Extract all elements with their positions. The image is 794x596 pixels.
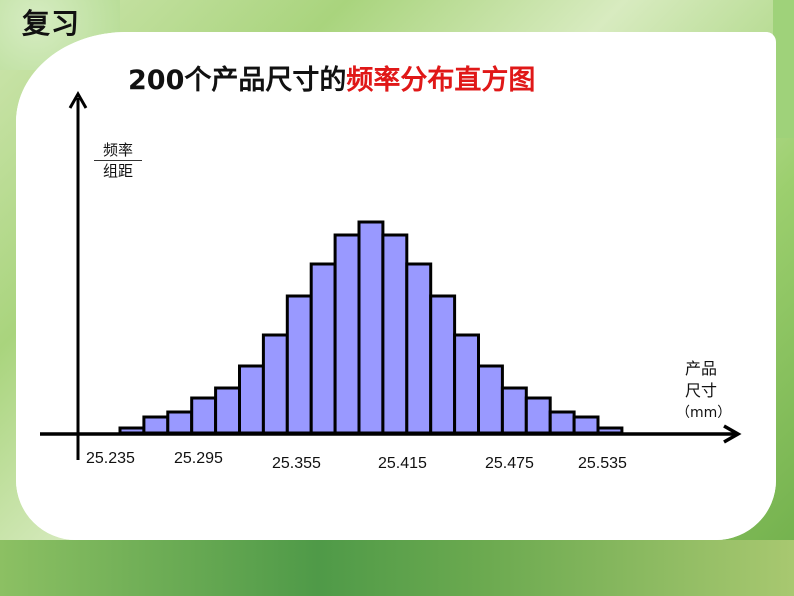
title-red-part: 频率分布直方图	[346, 65, 536, 96]
histogram-bar	[381, 233, 409, 435]
x-label-line2: 尺寸	[684, 381, 717, 400]
y-label-numerator: 频率	[94, 140, 142, 161]
x-axis-label: 产品 尺寸 （mm）	[676, 358, 732, 424]
x-tick-label: 25.295	[174, 450, 223, 467]
histogram-bar	[357, 220, 385, 435]
histogram-bar	[500, 386, 528, 435]
histogram-bar	[166, 410, 194, 435]
histogram-bar	[238, 364, 265, 435]
slide-section-label: 复习	[22, 7, 81, 40]
histogram-bar	[453, 333, 481, 435]
histogram-bar	[477, 364, 504, 435]
y-label-denominator: 组距	[102, 162, 133, 180]
x-tick-label: 25.235	[86, 450, 135, 467]
chart-title: 200个产品尺寸的频率分布直方图	[128, 58, 535, 97]
histogram-bar	[190, 396, 218, 435]
background-foliage-right	[773, 0, 794, 138]
histogram-bar	[285, 294, 313, 435]
x-tick-label: 25.475	[485, 455, 534, 472]
histogram-bar	[548, 410, 576, 435]
histogram-bar	[429, 294, 457, 435]
x-tick-label: 25.355	[272, 455, 321, 472]
title-black-part: 200个产品尺寸的	[128, 65, 347, 96]
histogram-bar	[524, 396, 552, 435]
histogram-bar	[405, 262, 433, 435]
histogram-bar	[572, 415, 600, 435]
histogram-bars	[118, 220, 624, 435]
background-grass	[0, 540, 794, 596]
histogram-bar	[261, 333, 289, 435]
histogram-bar	[309, 262, 337, 435]
histogram-bar	[333, 233, 361, 435]
x-axis-arrow-icon	[723, 424, 742, 444]
x-label-line1: 产品	[684, 359, 717, 378]
x-tick-label: 25.415	[378, 455, 427, 472]
x-label-unit: （mm）	[676, 405, 732, 421]
histogram-bar	[214, 386, 242, 435]
y-axis-arrow-icon	[68, 90, 88, 109]
y-axis-label: 频率 组距	[94, 140, 142, 181]
x-tick-label: 25.535	[578, 455, 627, 472]
histogram-bar	[142, 415, 170, 435]
